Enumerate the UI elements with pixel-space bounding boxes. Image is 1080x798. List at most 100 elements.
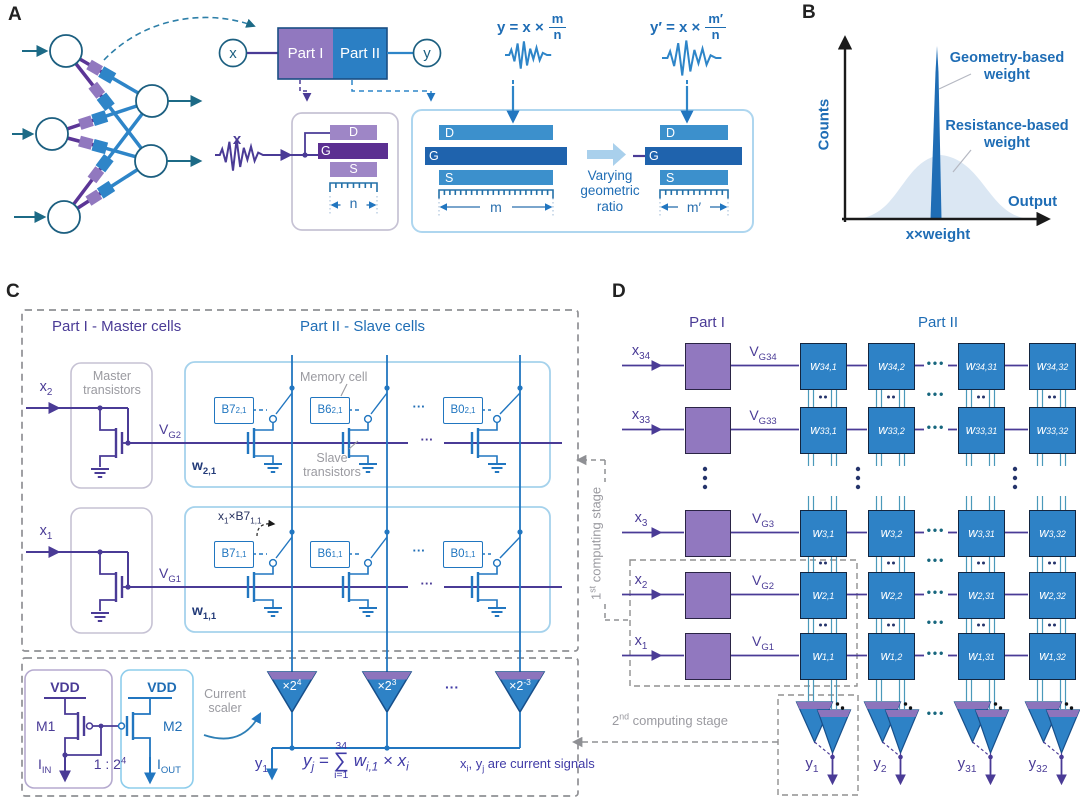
scaler-label: ×2-3 — [509, 676, 531, 693]
output-label: y32 — [1028, 755, 1048, 775]
legend-geometry-weight: Geometry-based weight — [949, 50, 1065, 83]
c-vg2-label: VG2 — [158, 421, 182, 441]
current-scaler-caption: Current scaler — [204, 687, 246, 716]
memory-bit-box: B6 2,1 — [310, 397, 350, 424]
b-x-annotation: x×weight — [905, 226, 971, 243]
dim-n-label: n — [349, 195, 358, 211]
row-input-label: x1 — [634, 632, 648, 652]
slave-cells-outline — [411, 109, 754, 233]
ellipsis: ••• — [926, 706, 946, 720]
vg-label: VG34 — [749, 342, 777, 363]
distribution-plot — [837, 35, 1051, 227]
c-part2-title: Part II - Slave cells — [300, 318, 426, 335]
panel-b-label: B — [802, 2, 816, 23]
output-label: y1 — [805, 755, 819, 775]
master-cell-box — [685, 343, 731, 390]
ellipsis: ••• — [926, 355, 946, 370]
synapse-icon — [78, 110, 109, 130]
input-signal-label: x — [232, 131, 242, 148]
weight-cell: w 2,32 — [1029, 572, 1076, 619]
stage1-frame — [21, 309, 579, 652]
vdd-left-label: VDD — [50, 679, 80, 695]
stage2-label: 2nd computing stage — [611, 711, 729, 728]
memory-cell-caption: Memory cell — [300, 370, 368, 384]
master-cell-box — [685, 572, 731, 619]
synapse-icon — [86, 59, 117, 84]
weight-cell: w 3,1 — [800, 510, 847, 557]
varying-ratio-caption: Varying geometric ratio — [580, 168, 640, 214]
weight-cell: w 34,1 — [800, 343, 847, 390]
gaussian-curve — [856, 155, 1030, 219]
slave-wide-g-label: G — [429, 149, 439, 163]
weight-cell: w 34,31 — [958, 343, 1005, 390]
x-node-circle — [218, 38, 248, 68]
c-x2-label: x2 — [39, 379, 53, 398]
neuron — [49, 34, 83, 68]
panel-c-label: C — [6, 281, 20, 302]
weight-block-diagram — [218, 27, 754, 233]
weight-cell: w 1,32 — [1029, 633, 1076, 680]
master-transistors-caption: Master transistors — [83, 369, 141, 398]
equation-2: y′ = x × m′ n — [650, 11, 726, 43]
scaler-ellipsis: ··· — [445, 679, 459, 695]
current-signals-note: xi, yj are current signals — [460, 756, 595, 774]
b-xlabel: Output — [1008, 193, 1058, 210]
transform-arrow-icon — [587, 143, 626, 166]
weight-cell: w 3,32 — [1029, 510, 1076, 557]
master-g-label: G — [321, 144, 331, 158]
weight-cell: w 2,2 — [868, 572, 915, 619]
vg-label: VG33 — [749, 406, 777, 427]
ellipsis: ••• — [926, 615, 946, 629]
c-w21-label: w2,1 — [192, 457, 217, 477]
master-cell-box — [685, 407, 731, 454]
x-node-label: x — [229, 45, 237, 62]
weight-cell: w 33,32 — [1029, 407, 1076, 454]
stage2-frame — [21, 657, 579, 797]
weight-cell: w 1,2 — [868, 633, 915, 680]
bit-row-ellipsis: ··· — [412, 399, 426, 414]
d-part1-title: Part I — [689, 314, 725, 331]
weight-cell: w 33,1 — [800, 407, 847, 454]
dim-m-label: m — [490, 199, 502, 215]
weight-cell: w 3,2 — [868, 510, 915, 557]
vg-label: VG1 — [751, 632, 775, 653]
weight-cell: w 3,31 — [958, 510, 1005, 557]
master-cell-box — [685, 510, 731, 557]
legend-resistance-weight: Resistance-based weight — [945, 118, 1069, 151]
stage1-label: 1st computing stage — [587, 486, 604, 600]
memory-bit-box: B0 1,1 — [443, 541, 483, 568]
memory-bit-box: B7 1,1 — [214, 541, 254, 568]
m2-label: M2 — [163, 718, 183, 734]
neural-network — [12, 16, 256, 234]
ellipsis: ••• — [926, 584, 946, 599]
scaler-label: ×24 — [282, 676, 302, 693]
weight-cell: w 1,1 — [800, 633, 847, 680]
panel-d-label: D — [612, 281, 626, 302]
computing-stage-annotations — [571, 454, 859, 796]
slave-narrow-g-label: G — [649, 149, 659, 163]
output-label: y31 — [957, 755, 977, 775]
m1-label: M1 — [36, 718, 56, 734]
weight-cell: w 1,31 — [958, 633, 1005, 680]
y-node-label: y — [423, 45, 431, 62]
weight-cell: w 2,1 — [800, 572, 847, 619]
slave-narrow-s-label: S — [666, 171, 675, 185]
vg-label: VG2 — [751, 571, 775, 592]
ellipsis: ••• — [926, 645, 946, 660]
c-w11-label: w1,1 — [192, 602, 217, 622]
neuron — [47, 200, 81, 234]
c-y1-label: y1 — [254, 755, 268, 775]
mirror-ratio-label: 1 : 24 — [93, 755, 127, 772]
slave-wide-s-label: S — [445, 171, 454, 185]
row-input-label: x34 — [631, 342, 651, 362]
synapse-icon — [85, 180, 116, 206]
weight-cell: w 34,2 — [868, 343, 915, 390]
weight-cell: w 33,2 — [868, 407, 915, 454]
row-input-label: x3 — [634, 509, 648, 529]
master-d-label: D — [348, 125, 359, 140]
slave-narrow-d-label: D — [666, 126, 676, 140]
gate-line-ellipsis: ··· — [420, 576, 434, 591]
row-input-label: x33 — [631, 406, 651, 426]
y-node-circle — [412, 38, 442, 68]
